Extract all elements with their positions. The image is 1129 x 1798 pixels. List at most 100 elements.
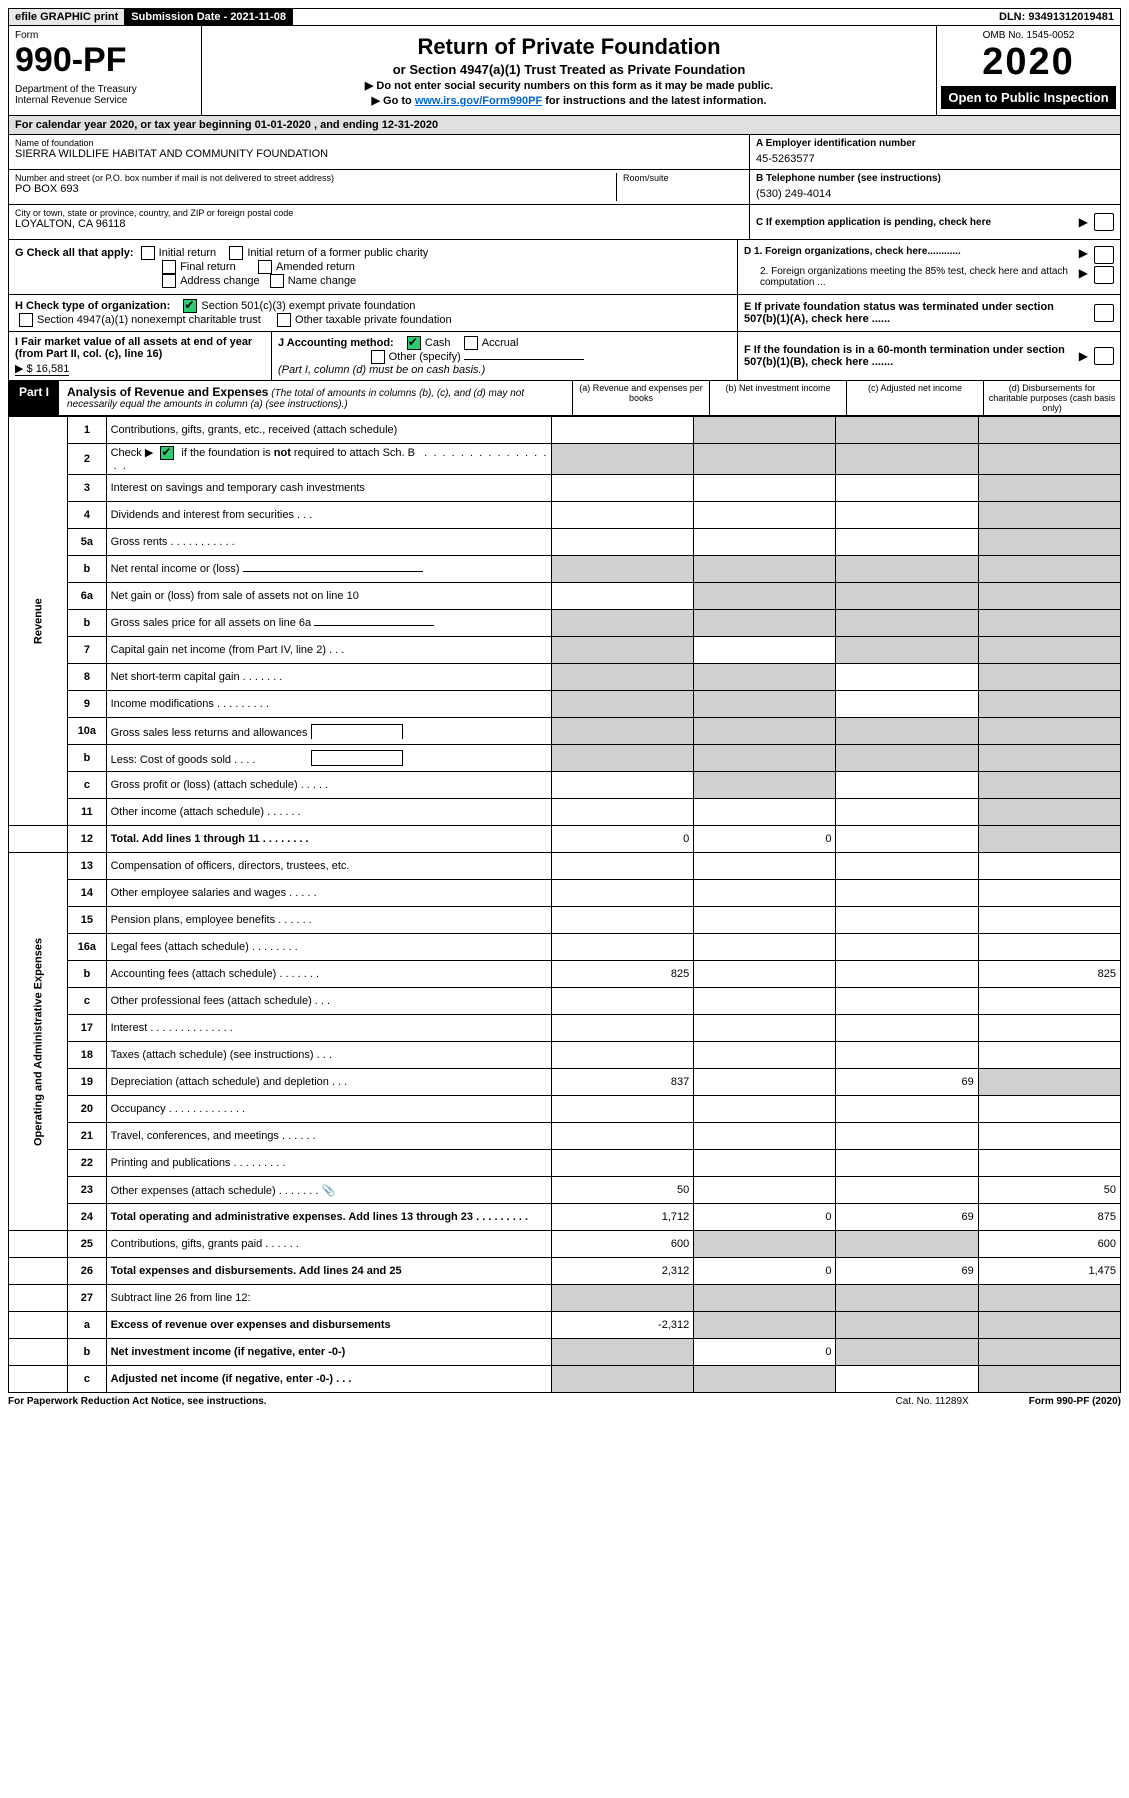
info-block: Name of foundation SIERRA WILDLIFE HABIT… (8, 135, 1121, 240)
table-row: cAdjusted net income (if negative, enter… (9, 1366, 1121, 1393)
schedule-icon[interactable]: 📎 (322, 1185, 336, 1197)
open-public: Open to Public Inspection (941, 86, 1116, 109)
header-center: Return of Private Foundation or Section … (202, 26, 936, 115)
table-row: 20Occupancy . . . . . . . . . . . . . (9, 1096, 1121, 1123)
i-section: I Fair market value of all assets at end… (9, 332, 272, 380)
footer-right: Form 990-PF (2020) (1029, 1396, 1121, 1407)
ein-value: 45-5263577 (756, 153, 1114, 165)
city-row: City or town, state or province, country… (9, 205, 749, 239)
foundation-name-row: Name of foundation SIERRA WILDLIFE HABIT… (9, 135, 749, 170)
table-row: 2Check ▶ if the foundation is not requir… (9, 444, 1121, 475)
part1-header: Part I Analysis of Revenue and Expenses … (8, 381, 1121, 416)
h-opt1-checkbox[interactable] (183, 299, 197, 313)
room-label: Room/suite (623, 173, 743, 183)
g-addr-checkbox[interactable] (162, 274, 176, 288)
table-row: 9Income modifications . . . . . . . . . (9, 691, 1121, 718)
g-initial-checkbox[interactable] (141, 246, 155, 260)
table-row: 10aGross sales less returns and allowanc… (9, 718, 1121, 745)
table-row: aExcess of revenue over expenses and dis… (9, 1312, 1121, 1339)
j-cash-checkbox[interactable] (407, 336, 421, 350)
form-word: Form (15, 30, 195, 41)
efile-label: efile GRAPHIC print (9, 9, 125, 25)
c-row: C If exemption application is pending, c… (750, 205, 1120, 239)
table-row: 16aLegal fees (attach schedule) . . . . … (9, 934, 1121, 961)
table-row: 12Total. Add lines 1 through 11 . . . . … (9, 826, 1121, 853)
d2-checkbox[interactable] (1094, 266, 1114, 284)
table-row: Revenue 1Contributions, gifts, grants, e… (9, 417, 1121, 444)
table-row: bLess: Cost of goods sold . . . . (9, 745, 1121, 772)
table-row: 21Travel, conferences, and meetings . . … (9, 1123, 1121, 1150)
c-label: C If exemption application is pending, c… (756, 217, 1079, 228)
g-label: G Check all that apply: (15, 247, 134, 259)
table-row: 8Net short-term capital gain . . . . . .… (9, 664, 1121, 691)
h-opt2-checkbox[interactable] (19, 313, 33, 327)
j-other-checkbox[interactable] (371, 350, 385, 364)
table-row: 7Capital gain net income (from Part IV, … (9, 637, 1121, 664)
foundation-name: SIERRA WILDLIFE HABITAT AND COMMUNITY FO… (15, 148, 743, 160)
phone-value: (530) 249-4014 (756, 188, 1114, 200)
g-final-checkbox[interactable] (162, 260, 176, 274)
page-footer: For Paperwork Reduction Act Notice, see … (8, 1393, 1121, 1407)
part1-tab: Part I (9, 381, 59, 415)
table-row: cGross profit or (loss) (attach schedule… (9, 772, 1121, 799)
footer-left: For Paperwork Reduction Act Notice, see … (8, 1396, 267, 1407)
info-right: A Employer identification number 45-5263… (749, 135, 1120, 239)
g-initial-former-checkbox[interactable] (229, 246, 243, 260)
table-row: 18Taxes (attach schedule) (see instructi… (9, 1042, 1121, 1069)
addr-label: Number and street (or P.O. box number if… (15, 173, 610, 183)
d-section: D 1. Foreign organizations, check here..… (737, 240, 1120, 294)
column-headers: (a) Revenue and expenses per books (b) N… (572, 381, 1120, 415)
city-label: City or town, state or province, country… (15, 208, 743, 218)
e-section: E If private foundation status was termi… (737, 295, 1120, 331)
table-row: 24Total operating and administrative exp… (9, 1204, 1121, 1231)
footer-mid: Cat. No. 11289X (896, 1396, 969, 1407)
header-left: Form 990-PF Department of the Treasury I… (9, 26, 202, 115)
e-checkbox[interactable] (1094, 304, 1114, 322)
table-row: 19Depreciation (attach schedule) and dep… (9, 1069, 1121, 1096)
form-title: Return of Private Foundation (212, 34, 926, 60)
table-row: Operating and Administrative Expenses 13… (9, 853, 1121, 880)
table-row: 3Interest on savings and temporary cash … (9, 475, 1121, 502)
dln-number: DLN: 93491312019481 (993, 9, 1120, 25)
j-section: J Accounting method: Cash Accrual Other … (272, 332, 737, 380)
l2-checkbox[interactable] (160, 446, 174, 460)
irs-link[interactable]: www.irs.gov/Form990PF (415, 95, 542, 107)
form-number: 990-PF (15, 41, 195, 80)
addr-value: PO BOX 693 (15, 183, 610, 195)
form-subtitle: or Section 4947(a)(1) Trust Treated as P… (212, 62, 926, 77)
table-row: 25Contributions, gifts, grants paid . . … (9, 1231, 1121, 1258)
col-d: (d) Disbursements for charitable purpose… (983, 381, 1120, 415)
d1-checkbox[interactable] (1094, 246, 1114, 264)
city-value: LOYALTON, CA 96118 (15, 218, 743, 230)
table-row: 22Printing and publications . . . . . . … (9, 1150, 1121, 1177)
h-section: H Check type of organization: Section 50… (8, 295, 1121, 332)
f-checkbox[interactable] (1094, 347, 1114, 365)
tax-year: 2020 (941, 41, 1116, 84)
ein-label: A Employer identification number (756, 138, 916, 149)
part1-title: Analysis of Revenue and Expenses (The to… (59, 381, 572, 415)
table-row: 11Other income (attach schedule) . . . .… (9, 799, 1121, 826)
phone-label: B Telephone number (see instructions) (756, 173, 941, 184)
col-c: (c) Adjusted net income (846, 381, 983, 415)
j-accrual-checkbox[interactable] (464, 336, 478, 350)
address-row: Number and street (or P.O. box number if… (9, 170, 749, 205)
table-row: 17Interest . . . . . . . . . . . . . . (9, 1015, 1121, 1042)
dept-label: Department of the Treasury Internal Reve… (15, 84, 195, 106)
f-section: F If the foundation is in a 60-month ter… (737, 332, 1120, 380)
c-checkbox[interactable] (1094, 213, 1114, 231)
col-a: (a) Revenue and expenses per books (572, 381, 709, 415)
submission-date: Submission Date - 2021-11-08 (125, 9, 293, 25)
info-left: Name of foundation SIERRA WILDLIFE HABIT… (9, 135, 749, 239)
ein-row: A Employer identification number 45-5263… (750, 135, 1120, 170)
g-amended-checkbox[interactable] (258, 260, 272, 274)
h-left: H Check type of organization: Section 50… (9, 295, 737, 331)
expenses-label: Operating and Administrative Expenses (9, 853, 68, 1231)
table-row: 15Pension plans, employee benefits . . .… (9, 907, 1121, 934)
g-name-checkbox[interactable] (270, 274, 284, 288)
table-row: 4Dividends and interest from securities … (9, 502, 1121, 529)
header-right: OMB No. 1545-0052 2020 Open to Public In… (936, 26, 1120, 115)
h-opt3-checkbox[interactable] (277, 313, 291, 327)
calendar-year-row: For calendar year 2020, or tax year begi… (8, 116, 1121, 135)
table-row: 26Total expenses and disbursements. Add … (9, 1258, 1121, 1285)
table-row: 27Subtract line 26 from line 12: (9, 1285, 1121, 1312)
